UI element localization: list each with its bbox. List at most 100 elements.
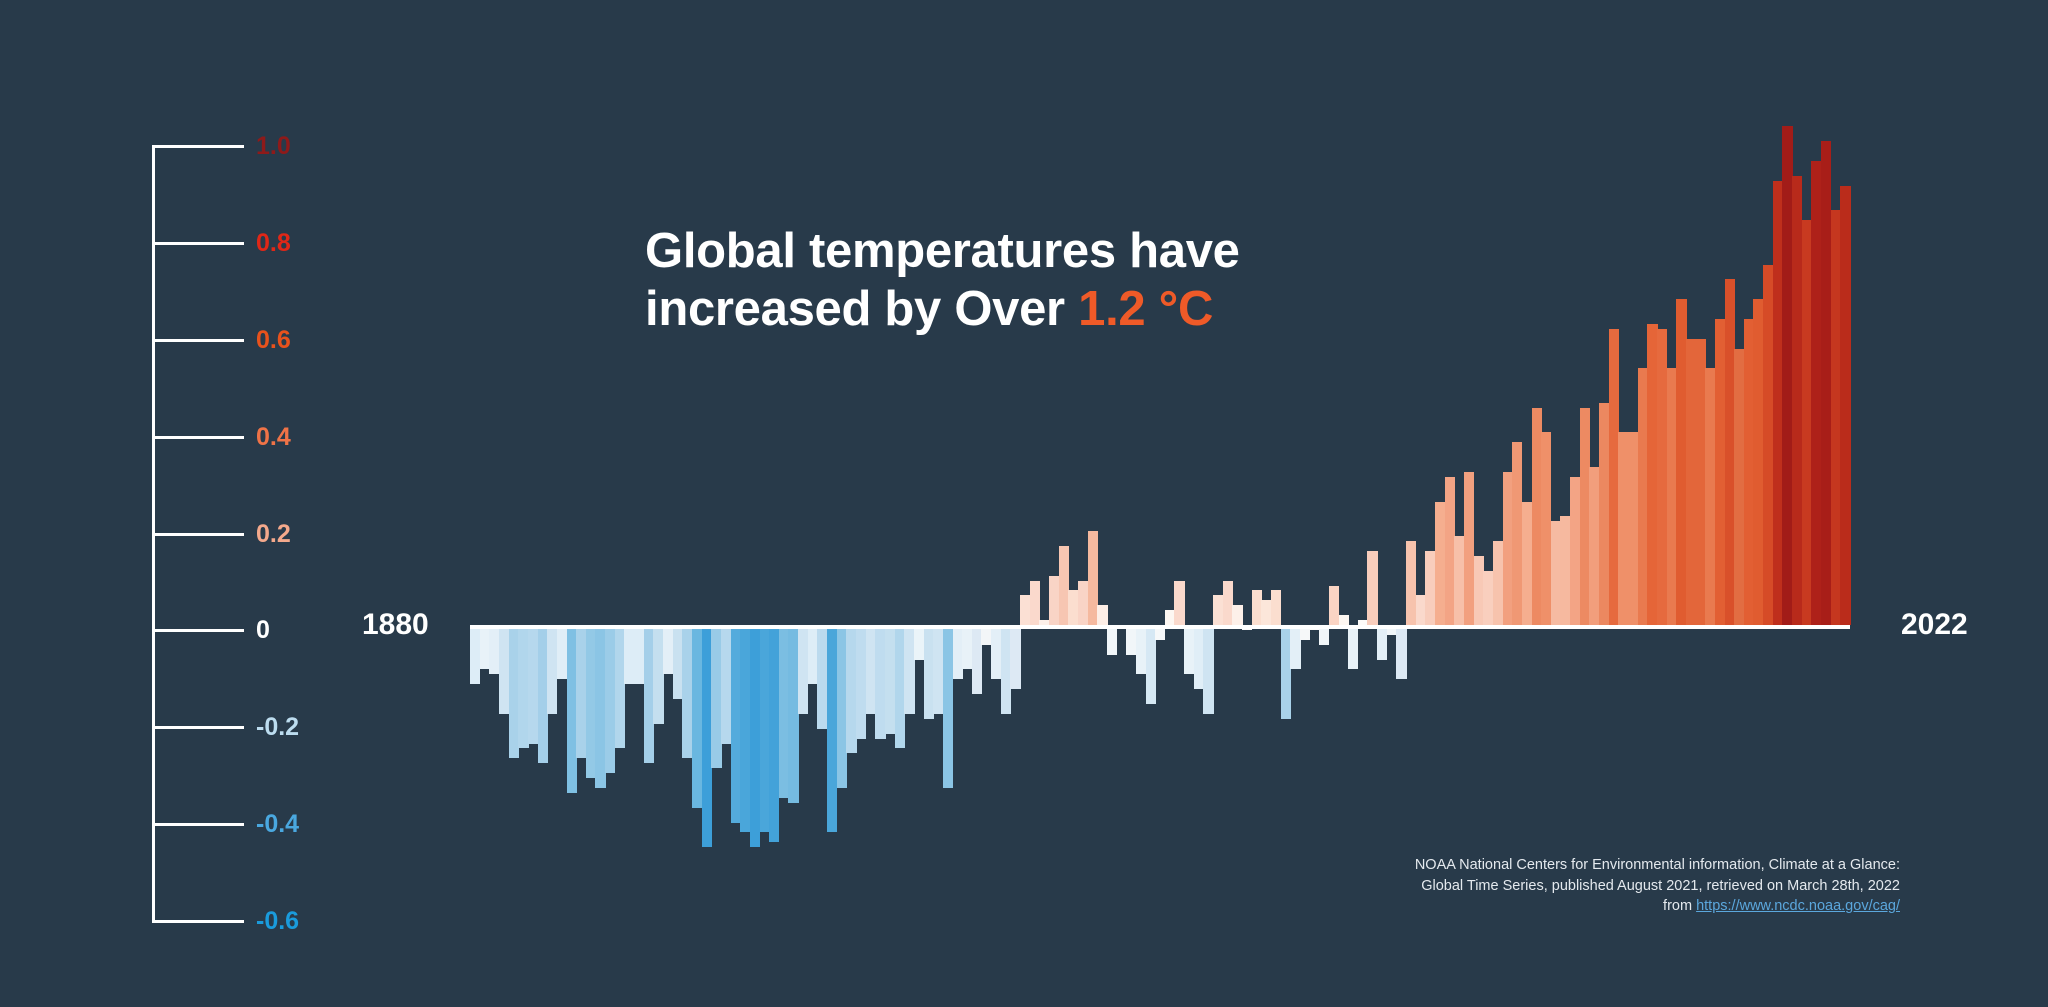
bar [1608,328,1619,625]
y-tick-label: -0.2 [256,713,300,742]
bar [585,625,597,779]
bar [1560,516,1571,625]
bar [1695,338,1706,625]
bar [701,625,712,848]
bar [682,625,693,759]
y-axis-tick: 0 [152,616,292,645]
page-title: Global temperatures have increased by Ov… [645,222,1445,339]
y-tick-label: 0.6 [256,325,291,354]
bar [1338,615,1349,625]
bar [904,625,915,714]
y-tick-mark [152,629,244,633]
bar [1579,407,1591,625]
x-axis-start-label: 1880 [362,608,429,641]
bar [624,625,635,685]
source-link[interactable]: https://www.ncdc.noaa.gov/cag/ [1696,898,1900,915]
bar [1203,625,1214,714]
bar [1087,531,1098,625]
bar [875,625,886,739]
bar [1174,580,1185,625]
bar [1570,476,1581,625]
bar [1029,580,1040,625]
bar [489,625,500,675]
bar [884,625,896,734]
y-axis-tick: 0.8 [152,228,292,257]
bar [1656,328,1668,625]
y-axis-tick: 0.2 [152,519,292,548]
bar [1763,264,1774,625]
bar [1039,620,1050,625]
bar [1512,442,1523,625]
bar [1714,318,1726,625]
bar [1106,625,1118,655]
bar [566,625,577,793]
bar [1502,471,1513,625]
y-axis: 1.0 0.8 0.6 0.4 0.2 0 -0.2 -0.4 -0.6 [152,134,299,934]
bar [1618,432,1629,625]
bar [1415,595,1426,625]
bar-series [470,120,1851,910]
y-tick-mark [152,338,244,342]
title-highlight-value: 1.2 °C [1078,282,1214,337]
bar [595,625,606,788]
bar [991,625,1002,680]
bar [1628,432,1639,625]
bar [537,625,548,764]
y-axis-tick: -0.4 [152,812,299,837]
y-tick-label: 0.4 [256,422,291,451]
bar [547,625,558,714]
bar [1589,467,1600,625]
bar [1782,126,1793,625]
bar [1772,180,1784,625]
bar [1319,625,1330,645]
bar [1348,625,1359,670]
bar [1753,299,1764,625]
bar [1049,575,1060,625]
bar [556,625,568,680]
bar [913,625,925,660]
bar [962,625,973,670]
bar [1435,501,1446,625]
title-line-2-prefix: increased by Over [645,282,1079,337]
bar [807,625,818,685]
bar [1483,570,1494,625]
bar [788,625,799,803]
bar [1406,541,1417,625]
bar [1010,625,1021,690]
y-tick-label: 0.2 [256,519,291,548]
y-axis-tick: 0.6 [152,325,292,354]
bar [527,625,539,744]
bar [1550,521,1562,625]
y-tick-mark [152,241,244,245]
y-tick-mark [152,823,244,827]
bar [653,625,664,724]
title-line-1: Global temperatures have [645,224,1240,278]
bar [1734,348,1745,625]
bar [1830,210,1841,625]
bar [1193,625,1205,690]
bar [846,625,857,754]
bar [933,625,944,714]
bar [1685,338,1697,625]
source-attribution: NOAA National Centers for Environmental … [1400,855,1900,917]
bar [498,625,510,714]
bar [1328,585,1340,625]
bar [865,625,876,714]
bar [1000,625,1012,714]
bar [1126,625,1137,655]
bar [614,625,625,749]
bar [470,625,481,685]
bar [1367,550,1378,625]
bar [1280,625,1291,719]
bar [1135,625,1147,675]
bar [672,625,683,700]
bar [643,625,654,764]
bar [1454,536,1465,625]
bar [1377,625,1388,660]
y-tick-label: 0.8 [256,228,291,257]
bar [981,625,992,645]
bar [740,625,751,833]
bar [778,625,790,798]
bar [856,625,867,739]
y-tick-label: 0 [256,616,270,645]
